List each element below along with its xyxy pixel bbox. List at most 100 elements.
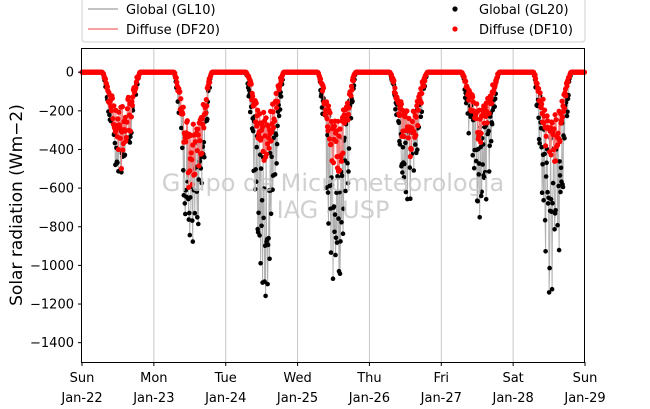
global-gl20-point [481, 175, 487, 180]
global-gl20-point [413, 142, 418, 147]
diffuse-df10-point [418, 100, 424, 106]
diffuse-df10-point [265, 123, 271, 129]
diffuse-df10-point [539, 101, 545, 107]
diffuse-df10-point [419, 90, 425, 96]
diffuse-df10-point [201, 125, 207, 131]
global-gl20-point [265, 242, 271, 248]
diffuse-df10-point [184, 118, 190, 124]
global-gl20-point [556, 183, 561, 189]
diffuse-df10-point [188, 150, 194, 156]
global-gl20-point [542, 151, 547, 157]
global-gl20-point [112, 140, 118, 146]
global-gl20-point [407, 165, 413, 170]
diffuse-df10-point [461, 74, 467, 80]
global-gl20-point [258, 261, 263, 266]
global-gl20-point [325, 190, 331, 195]
global-gl20-point [492, 96, 498, 101]
y-axis: 0 −200 −400 −600 −800 −1000 −1200 −1400 [30, 66, 82, 351]
y-tick-label: −1400 [30, 336, 74, 351]
global-gl20-point [543, 249, 548, 254]
global-gl20-point [246, 87, 252, 93]
global-gl20-point [196, 221, 201, 227]
diffuse-df10-point [260, 148, 266, 154]
diffuse-df10-point [325, 128, 331, 134]
diffuse-df10-point [414, 103, 420, 109]
global-gl20-point [403, 189, 409, 195]
global-gl20-point [263, 293, 268, 299]
diffuse-df10-point [118, 166, 124, 172]
diffuse-df10-point [199, 116, 205, 122]
global-gl20-point [397, 142, 403, 147]
diffuse-df10-point [327, 110, 333, 116]
global-gl20-point [408, 196, 413, 201]
global-gl20-point [256, 210, 261, 216]
diffuse-df10-point [122, 114, 128, 120]
global-gl20-point [261, 215, 266, 221]
global-gl20-point [470, 153, 476, 158]
global-gl20-point [400, 170, 405, 175]
global-gl20-point [486, 128, 492, 134]
x-tick-label-day: Thu [356, 371, 381, 386]
global-gl20-point [274, 141, 280, 147]
diffuse-df10-point [178, 96, 184, 102]
diffuse-df10-point [559, 98, 565, 104]
legend-label-diffuse-df10: Diffuse (DF10) [479, 23, 573, 38]
diffuse-df10-point [413, 114, 419, 120]
global-gl20-point [549, 209, 554, 214]
diffuse-df10-point [110, 116, 116, 122]
global-gl20-point [329, 182, 335, 188]
diffuse-df10-point [117, 135, 123, 141]
global-gl20-point [329, 175, 334, 180]
global-gl20-point [332, 212, 338, 217]
diffuse-df10-point [548, 152, 554, 158]
x-tick-label-date: Jan-27 [420, 391, 462, 406]
diffuse-df10-point [421, 83, 427, 89]
global-gl20-point [557, 159, 562, 164]
diffuse-df10-point [542, 107, 548, 113]
diffuse-df10-point [120, 147, 126, 153]
global-gl20-point [115, 160, 120, 166]
diffuse-df10-point [559, 114, 566, 120]
diffuse-df10-point [253, 100, 259, 106]
global-gl20-point [265, 281, 270, 287]
global-gl20-point [489, 121, 495, 127]
x-tick-label-date: Jan-24 [204, 391, 246, 406]
global-gl20-point [338, 239, 343, 244]
global-gl20-point [341, 206, 346, 212]
diffuse-df10-point [534, 81, 540, 87]
global-gl20-point [471, 165, 477, 171]
y-tick-label: −400 [38, 143, 74, 158]
global-gl20-point [345, 181, 351, 186]
global-gl20-point [319, 105, 325, 110]
global-gl20-point [557, 173, 563, 178]
global-gl20-point [266, 235, 271, 241]
global-gl20-point [199, 180, 205, 186]
diffuse-df10-point [253, 119, 259, 125]
watermark-line-2: IAG - USP [277, 196, 390, 224]
global-gl20-point [331, 204, 337, 209]
diffuse-df10-point [336, 133, 342, 139]
diffuse-df10-point [544, 113, 550, 119]
diffuse-df10-point [335, 118, 341, 124]
diffuse-df10-point [325, 103, 332, 109]
global-gl20-point [480, 162, 486, 167]
global-gl20-point [326, 221, 331, 226]
global-gl20-point [482, 170, 488, 175]
global-gl20-point [565, 109, 570, 115]
diffuse-df10-point [345, 117, 351, 123]
x-tick-label-day: Sun [573, 371, 598, 386]
diffuse-df10-point [543, 143, 549, 149]
diffuse-df10-point [398, 101, 404, 107]
diffuse-df10-point [409, 118, 415, 125]
diffuse-df10-point [350, 78, 357, 84]
global-gl20-point [275, 123, 280, 129]
global-gl20-point [478, 193, 484, 199]
global-gl20-point [333, 252, 338, 258]
y-tick-label: −1000 [30, 259, 74, 274]
plot-frame [81, 48, 585, 363]
diffuse-df10-point [565, 79, 571, 85]
global-gl20-point [253, 167, 258, 172]
global-gl20-point [337, 271, 343, 277]
global-gl20-point [544, 160, 549, 166]
x-tick-label-day: Wed [283, 371, 311, 386]
